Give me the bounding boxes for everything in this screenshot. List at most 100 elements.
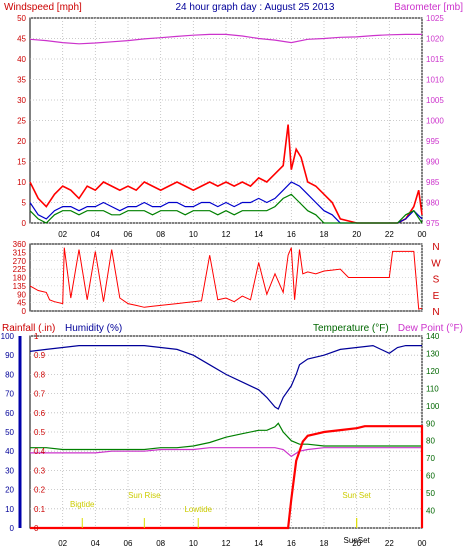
wind-y-tick-label: 35: [17, 76, 26, 85]
temperature-y-tick-label: 110: [426, 384, 439, 393]
event-label: SunSet: [344, 536, 371, 545]
event-label: Bigtide: [70, 500, 95, 509]
wind-y-tick-label: 50: [17, 14, 26, 23]
grid-layer: [30, 17, 423, 529]
wind-x-tick-label: 16: [287, 230, 296, 239]
barometer-y-tick-label: 1010: [426, 76, 444, 85]
compass-label: W: [431, 258, 441, 269]
direction-y-tick-label: 360: [13, 240, 27, 249]
dewpoint-axis-label: Dew Point (°F): [398, 323, 463, 334]
rain-panel-series-0: [29, 344, 422, 410]
direction-y-tick-label: 315: [13, 248, 27, 257]
chart-title: 24 hour graph day : August 25 2013: [175, 2, 334, 13]
rain-x-tick-label: 06: [124, 539, 133, 548]
compass-label: S: [433, 275, 440, 286]
wind-y-tick-label: 0: [22, 219, 27, 228]
rain-x-tick-label: 08: [156, 539, 165, 548]
rainfall-y-tick-label: 0.3: [34, 466, 46, 475]
windspeed-axis-label: Windspeed [mph]: [4, 2, 82, 13]
temperature-axis-label: Temperature (°F): [313, 323, 389, 334]
wind-x-tick-label: 04: [91, 230, 100, 239]
direction-y-tick-label: 270: [13, 257, 27, 266]
humidity-axis-label: Humidity (%): [65, 323, 122, 334]
humidity-y-tick-label: 30: [5, 466, 14, 475]
wind-x-tick-label: 20: [352, 230, 361, 239]
barometer-y-tick-label: 980: [426, 199, 440, 208]
humidity-y-tick-label: 90: [5, 351, 14, 360]
humidity-y-tick-label: 50: [5, 428, 14, 437]
rainfall-y-tick-label: 1: [34, 332, 39, 341]
rainfall-y-tick-label: 0.9: [34, 351, 46, 360]
direction-y-tick-label: 45: [17, 299, 26, 308]
direction-y-tick-label: 135: [13, 282, 27, 291]
event-label: Sun Set: [342, 491, 371, 500]
wind-y-tick-label: 45: [17, 35, 26, 44]
wind-series-line-1: [29, 181, 423, 224]
rain-x-tick-label: 20: [352, 539, 361, 548]
rainfall-y-tick-label: 0.4: [34, 447, 46, 456]
humidity-y-tick-label: 70: [5, 390, 14, 399]
barometer-y-tick-label: 985: [426, 178, 440, 187]
humidity-y-tick-label: 20: [5, 486, 14, 495]
barometer-y-tick-label: 1020: [426, 35, 444, 44]
series-layer: [29, 33, 424, 530]
barometer-y-tick-label: 1025: [426, 14, 444, 23]
rainfall-y-tick-label: 0.6: [34, 409, 46, 418]
wind-x-tick-label: 00: [418, 230, 427, 239]
rain-x-tick-label: 04: [91, 539, 100, 548]
wind-y-tick-label: 40: [17, 55, 26, 64]
compass-label: N: [432, 307, 439, 318]
direction-y-tick-label: 225: [13, 265, 27, 274]
wind-series-line-3: [29, 33, 422, 45]
rain-x-tick-label: 10: [189, 539, 198, 548]
rain-x-tick-label: 18: [320, 539, 329, 548]
temperature-y-tick-label: 100: [426, 402, 440, 411]
direction-y-tick-label: 0: [22, 307, 27, 316]
rain-x-tick-label: 16: [287, 539, 296, 548]
wind-y-tick-label: 20: [17, 137, 26, 146]
wind-x-tick-label: 12: [222, 230, 231, 239]
compass-label: N: [432, 242, 439, 253]
barometer-y-tick-label: 1000: [426, 117, 444, 126]
temperature-y-tick-label: 80: [426, 437, 435, 446]
wind-series-line-2: [29, 193, 423, 224]
event-label: Sun Rise: [128, 491, 161, 500]
rainfall-y-tick-label: 0: [34, 524, 39, 533]
wind-y-tick-label: 30: [17, 96, 26, 105]
rainfall-y-tick-label: 0.1: [34, 505, 46, 514]
wind-series-line-0: [29, 124, 423, 224]
rain-x-tick-label: 12: [222, 539, 231, 548]
temperature-y-tick-label: 40: [426, 507, 435, 516]
barometer-y-tick-label: 995: [426, 137, 440, 146]
rain-x-tick-label: 22: [385, 539, 394, 548]
rain-x-tick-label: 14: [254, 539, 263, 548]
wind-x-tick-label: 10: [189, 230, 198, 239]
rain-x-tick-label: 00: [418, 539, 427, 548]
temperature-y-tick-label: 90: [426, 419, 435, 428]
humidity-y-tick-label: 10: [5, 505, 14, 514]
wind-x-tick-label: 06: [124, 230, 133, 239]
direction-y-tick-label: 90: [17, 290, 26, 299]
wind-x-tick-label: 14: [254, 230, 263, 239]
rainfall-y-tick-label: 0.5: [34, 428, 46, 437]
humidity-y-tick-label: 60: [5, 409, 14, 418]
humidity-y-tick-label: 100: [1, 332, 15, 341]
rainfall-axis-label: Rainfall (.in): [2, 323, 55, 334]
wind-y-tick-label: 15: [17, 158, 26, 167]
wind-x-tick-label: 02: [58, 230, 67, 239]
axis-layer: 0510152025303540455097598098599099510001…: [1, 14, 445, 548]
rainfall-y-tick-label: 0.2: [34, 486, 46, 495]
barometer-y-tick-label: 990: [426, 158, 440, 167]
rainfall-y-tick-label: 0.7: [34, 390, 46, 399]
direction-series-line-0: [29, 247, 423, 310]
rain-panel-series-1: [30, 422, 422, 451]
temperature-y-tick-label: 140: [426, 332, 440, 341]
rain-panel-series-2: [30, 447, 422, 458]
humidity-y-tick-label: 40: [5, 447, 14, 456]
temperature-y-tick-label: 130: [426, 349, 440, 358]
wind-x-tick-label: 18: [320, 230, 329, 239]
rainfall-y-tick-label: 0.8: [34, 370, 46, 379]
compass-label: E: [433, 291, 440, 302]
rain-panel-series-3: [30, 425, 424, 530]
humidity-y-tick-label: 0: [10, 524, 15, 533]
